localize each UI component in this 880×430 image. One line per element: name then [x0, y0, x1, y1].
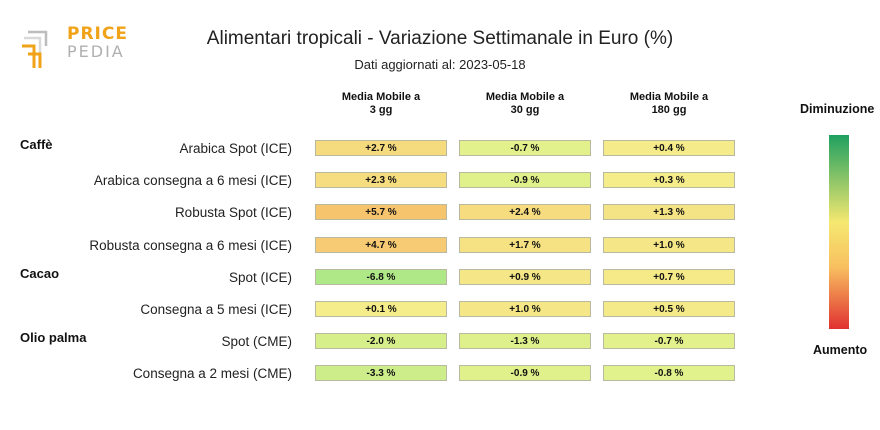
logo-word-price: PRICE	[67, 24, 128, 44]
value-cell: +0.9 %	[459, 268, 591, 285]
column-header-line1: Media Mobile a	[341, 91, 421, 103]
logo-mark-icon	[22, 30, 48, 68]
chart-title: Alimentari tropicali - Variazione Settim…	[206, 28, 674, 49]
row-label: Arabica Spot (ICE)	[179, 141, 292, 156]
row-label: Arabica consegna a 6 mesi (ICE)	[93, 173, 292, 189]
value-cell: +0.1 %	[315, 301, 447, 317]
group-label: Cacao	[20, 265, 60, 281]
column-header-line2: 3 gg	[369, 104, 393, 116]
row-label: Consegna a 5 mesi (ICE)	[140, 302, 292, 317]
value-cell: -2.0 %	[315, 333, 447, 350]
column-header-line2: 180 gg	[651, 104, 687, 116]
column-header-line1: Media Mobile a	[629, 91, 709, 103]
row-label: Spot (CME)	[221, 334, 292, 350]
row-label: Spot (ICE)	[228, 269, 292, 285]
column-header: Media Mobile a 30 gg	[455, 91, 595, 117]
value-cell: +0.7 %	[603, 268, 735, 285]
value-cell: -3.3 %	[315, 365, 447, 382]
value-cell: +2.7 %	[315, 140, 447, 156]
value-cell: -1.3 %	[459, 333, 591, 350]
value-cell: +2.3 %	[315, 172, 447, 189]
row-label: Robusta consegna a 6 mesi (ICE)	[89, 237, 292, 253]
value-cell: -0.9 %	[459, 365, 591, 382]
column-header-line1: Media Mobile a	[485, 91, 565, 103]
value-cell: -0.8 %	[603, 365, 735, 382]
column-header: Media Mobile a 180 gg	[599, 91, 739, 117]
chart-subtitle: Dati aggiornati al: 2023-05-18	[354, 57, 526, 72]
row-label: Robusta Spot (ICE)	[174, 205, 292, 221]
value-cell: -0.7 %	[459, 140, 591, 156]
value-cell: -6.8 %	[315, 268, 447, 285]
value-cell: +2.4 %	[459, 204, 591, 221]
value-cell: +0.4 %	[603, 140, 735, 156]
row-label: Consegna a 2 mesi (CME)	[132, 366, 292, 382]
value-cell: +4.7 %	[315, 236, 447, 253]
logo-word-pedia: PEDIA	[67, 42, 125, 61]
value-cell: -0.9 %	[459, 172, 591, 189]
pricepedia-logo: PRICE PEDIA	[20, 24, 130, 74]
value-cell: +0.3 %	[603, 172, 735, 189]
value-cell: -0.7 %	[603, 333, 735, 350]
value-cell: +1.7 %	[459, 236, 591, 253]
value-cell: +1.0 %	[603, 236, 735, 253]
legend-label-bottom: Aumento	[813, 343, 868, 357]
column-header-line2: 30 gg	[510, 104, 540, 116]
value-cell: +0.5 %	[603, 301, 735, 317]
legend-color-bar	[829, 135, 849, 329]
group-label: Caffè	[20, 137, 53, 152]
value-cell: +1.0 %	[459, 301, 591, 317]
legend-label-top: Diminuzione	[800, 102, 875, 116]
value-cell: +1.3 %	[603, 204, 735, 221]
group-label: Olio palma	[20, 330, 87, 346]
value-cell: +5.7 %	[315, 204, 447, 221]
